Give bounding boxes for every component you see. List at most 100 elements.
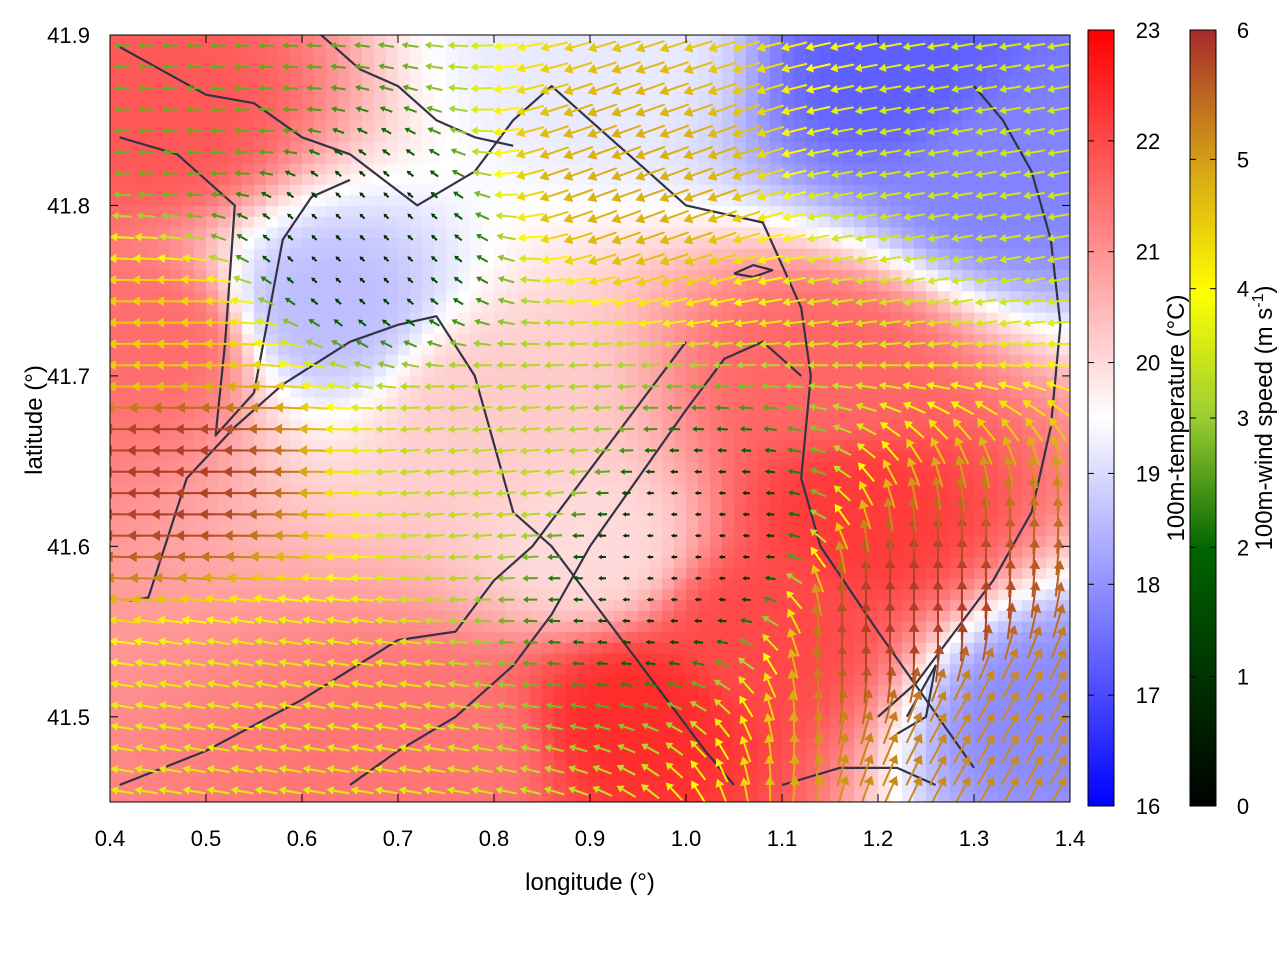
temperature-cell (266, 695, 279, 707)
temperature-cell (182, 109, 195, 121)
temperature-cell (146, 439, 159, 452)
temperature-cell (470, 56, 483, 68)
temperature-cell (530, 588, 543, 601)
temperature-cell (878, 45, 891, 57)
temperature-cell (506, 45, 519, 57)
temperature-cell (206, 610, 219, 622)
temperature-cell (482, 759, 495, 771)
temperature-cell (350, 791, 363, 802)
temperature-cell (722, 343, 735, 356)
temperature-cell (626, 237, 639, 249)
temperature-cell (542, 354, 555, 366)
temperature-cell (242, 727, 255, 739)
temperature-cell (926, 620, 939, 633)
temperature-cell (506, 695, 519, 707)
temperature-cell (194, 56, 207, 68)
temperature-cell (806, 557, 819, 569)
temperature-cell (110, 578, 123, 590)
temperature-cell (278, 525, 291, 537)
temperature-cell (386, 706, 399, 718)
temperature-cell (638, 461, 651, 473)
temperature-cell (494, 514, 507, 526)
temperature-cell (302, 130, 315, 143)
temperature-cell (266, 322, 279, 334)
temperature-cell (386, 109, 399, 121)
temperature-cell (746, 418, 759, 430)
temperature-cell (266, 716, 279, 729)
temperature-cell (398, 450, 411, 462)
temperature-cell (698, 759, 711, 771)
temperature-cell (434, 98, 447, 111)
temperature-cell (482, 588, 495, 601)
temperature-cell (698, 365, 711, 377)
temperature-cell (890, 386, 903, 398)
temperature-cell (650, 503, 663, 515)
temperature-cell (122, 674, 135, 686)
temperature-cell (398, 493, 411, 505)
temperature-cell (230, 365, 243, 377)
temperature-cell (194, 439, 207, 452)
temperature-cell (110, 503, 123, 515)
temperature-cell (530, 45, 543, 57)
temperature-cell (494, 280, 507, 292)
temperature-cell (638, 535, 651, 547)
temperature-cell (758, 365, 771, 377)
temperature-cell (626, 748, 639, 760)
temperature-cell (866, 312, 879, 324)
temperature-cell (686, 588, 699, 601)
temperature-cell (914, 770, 927, 782)
temperature-cell (650, 706, 663, 718)
temperature-cell (782, 333, 795, 345)
temperature-cell (878, 35, 891, 47)
temperature-cell (578, 205, 591, 217)
temperature-cell (710, 418, 723, 430)
temperature-cell (602, 642, 615, 654)
temperature-cell (902, 162, 915, 175)
temperature-cell (146, 152, 159, 164)
temperature-cell (662, 546, 675, 558)
temperature-cell (290, 88, 303, 100)
temperature-cell (218, 642, 231, 654)
temperature-cell (542, 578, 555, 590)
temperature-cell (362, 588, 375, 601)
temperature-cell (866, 525, 879, 537)
temperature-cell (422, 56, 435, 68)
temperature-cell (122, 695, 135, 707)
temperature-cell (686, 184, 699, 196)
temperature-cell (794, 130, 807, 143)
temperature-cell (566, 269, 579, 281)
temperature-cell (494, 567, 507, 579)
temperature-cell (206, 301, 219, 313)
temperature-cell (734, 56, 747, 68)
temperature-cell (206, 557, 219, 569)
temperature-cell (806, 77, 819, 89)
temperature-cell (230, 130, 243, 143)
temperature-cell (878, 695, 891, 707)
temperature-cell (230, 162, 243, 175)
temperature-cell (230, 727, 243, 739)
temperature-cell (566, 184, 579, 196)
temperature-cell (218, 770, 231, 782)
temperature-cell (326, 397, 339, 409)
temperature-cell (914, 461, 927, 473)
temperature-cell (326, 386, 339, 398)
temperature-cell (266, 226, 279, 238)
temperature-cell (722, 695, 735, 707)
temperature-cell (674, 269, 687, 281)
temperature-cell (350, 535, 363, 547)
temperature-cell (686, 343, 699, 356)
temperature-cell (134, 120, 147, 132)
temperature-cell (194, 67, 207, 79)
temperature-cell (242, 663, 255, 675)
temperature-cell (878, 748, 891, 760)
temperature-cell (698, 205, 711, 217)
temperature-cell (458, 162, 471, 175)
temperature-cell (470, 429, 483, 441)
temperature-cell (854, 152, 867, 164)
temperature-cell (422, 354, 435, 366)
temperature-cell (398, 141, 411, 153)
temperature-cell (722, 301, 735, 313)
temperature-cell (122, 493, 135, 505)
temperature-cell (134, 248, 147, 260)
temperature-cell (650, 770, 663, 782)
